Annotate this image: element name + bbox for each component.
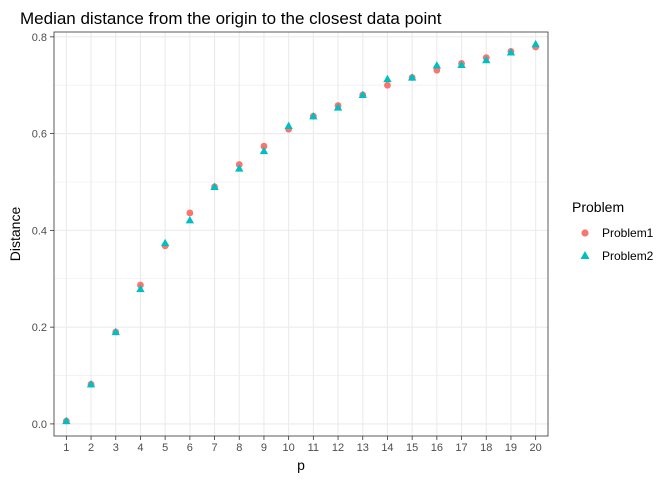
x-tick-label: 5 [162, 442, 168, 454]
legend-label-problem1: Problem1 [602, 226, 654, 240]
x-axis-ticks: 1 2 3 4 5 6 7 8 9 10 11 12 13 14 15 16 17 18 19 20 [63, 436, 542, 454]
data-point-problem2 [86, 380, 96, 388]
data-point-problem1 [384, 81, 391, 89]
y-axis-title: Distance [7, 207, 23, 262]
y-tick-label: 0.8 [32, 32, 47, 44]
data-point-problem2 [407, 73, 417, 81]
grid-major [54, 32, 548, 436]
x-tick-label: 4 [137, 442, 143, 454]
data-point-problem2 [358, 90, 367, 99]
x-tick-label: 8 [236, 442, 242, 454]
data-point-problem2 [383, 74, 392, 83]
data-point-problem2 [333, 103, 343, 111]
y-tick-label: 0.4 [32, 225, 47, 237]
data-point-problem2 [111, 327, 120, 336]
x-tick-label: 20 [530, 442, 542, 454]
x-tick-label: 16 [431, 442, 443, 454]
x-tick-label: 13 [357, 442, 369, 454]
legend-label-problem2: Problem2 [602, 249, 654, 263]
data-point-problem2 [284, 121, 293, 130]
series-problem1-points [62, 43, 540, 425]
x-tick-label: 1 [63, 442, 69, 454]
x-tick-label: 12 [332, 442, 344, 454]
x-tick-label: 19 [505, 442, 517, 454]
data-point-problem2 [259, 146, 269, 155]
x-tick-label: 2 [88, 442, 94, 454]
data-point-problem2 [432, 61, 442, 69]
data-point-problem2 [309, 111, 318, 120]
x-tick-label: 14 [381, 442, 393, 454]
x-tick-label: 7 [211, 442, 217, 454]
x-tick-label: 11 [308, 442, 319, 454]
data-point-problem2 [160, 238, 170, 247]
y-tick-label: 0.6 [32, 129, 47, 141]
legend-marker-problem2 [580, 251, 590, 259]
x-tick-label: 15 [406, 442, 418, 454]
y-tick-label: 0.2 [32, 322, 47, 334]
data-point-problem2 [185, 216, 195, 224]
x-tick-label: 6 [187, 442, 193, 454]
y-tick-label: 0.0 [32, 419, 47, 431]
chart-title: Median distance from the origin to the c… [20, 9, 442, 28]
grid-minor [54, 84, 548, 376]
x-axis-title: p [297, 457, 305, 473]
x-tick-label: 10 [283, 442, 295, 454]
x-tick-label: 18 [480, 442, 492, 454]
data-point-problem2 [62, 416, 71, 425]
x-tick-label: 3 [113, 442, 119, 454]
data-point-problem2 [210, 182, 219, 190]
data-point-problem2 [506, 48, 516, 56]
plot-panel-border [53, 31, 549, 437]
legend-marker-problem1 [581, 229, 589, 237]
data-point-problem2 [136, 284, 145, 293]
y-axis-ticks: 0.0 0.2 0.4 0.6 0.8 [32, 32, 54, 431]
data-point-problem2 [531, 39, 540, 48]
data-point-problem2 [235, 164, 244, 172]
series-problem2-points [62, 39, 540, 425]
data-point-problem2 [482, 55, 491, 64]
legend-title: Problem [572, 199, 624, 215]
data-point-problem1 [260, 142, 268, 150]
legend: Problem Problem1 Problem2 [572, 199, 654, 263]
x-tick-label: 17 [455, 442, 467, 454]
x-tick-label: 9 [261, 442, 267, 454]
data-point-problem1 [186, 209, 194, 217]
data-point-problem2 [457, 60, 466, 69]
